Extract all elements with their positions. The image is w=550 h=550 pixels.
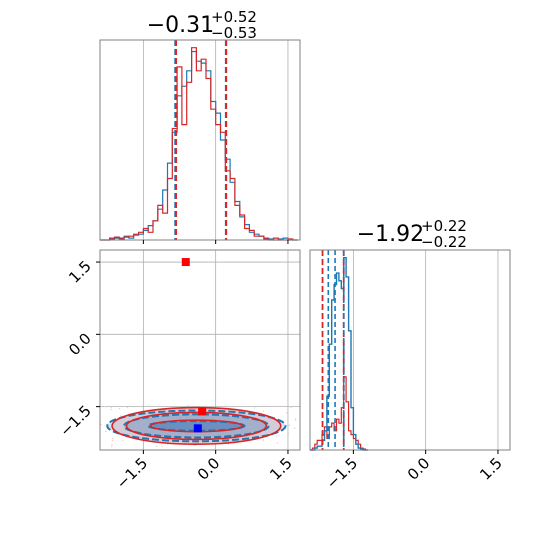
joint-sample-point <box>290 406 292 409</box>
joint-sample-point <box>111 439 114 442</box>
joint-frame <box>99 249 301 451</box>
joint-sample-point <box>104 406 107 408</box>
param1-histogram-panel <box>99 39 301 241</box>
joint-sample-point <box>294 419 297 421</box>
param2-title: −1.92 +0.22 −0.22 <box>357 216 472 251</box>
param2-title-upper: +0.22 <box>421 217 467 235</box>
param2-hist-frame <box>309 249 511 451</box>
joint-sample-point <box>273 405 276 408</box>
joint-sample-point <box>122 439 124 442</box>
joint-sample-point <box>100 423 102 426</box>
joint-marker-blue-2 <box>193 424 202 433</box>
joint-sample-point <box>126 406 129 409</box>
joint-sample-point <box>118 407 121 410</box>
joint-sample-point <box>120 415 122 417</box>
joint-sample-point <box>253 407 256 409</box>
joint-blue-contour-2 <box>106 409 287 443</box>
joint-sample-point <box>262 439 264 441</box>
joint-sample-point <box>293 427 296 429</box>
joint-sample-point <box>287 432 290 435</box>
joint-sample-point <box>111 437 114 440</box>
joint-marker-red-1 <box>198 407 207 416</box>
joint-red-contour-1 <box>125 411 268 441</box>
param2-hist-red-series <box>310 376 368 451</box>
joint-red-contour-2 <box>111 406 282 446</box>
param1-title-lower: −0.53 <box>211 24 257 42</box>
param2-hist-bg <box>310 250 510 450</box>
joint-sample-point <box>111 443 113 446</box>
joint-sample-point <box>187 404 189 407</box>
joint-sample-point <box>288 424 291 426</box>
joint-sample-point <box>262 410 265 412</box>
joint-sample-point <box>161 445 163 448</box>
joint-blue-contour-1 <box>123 413 270 439</box>
param1-title: −0.31 +0.52 −0.53 <box>147 7 262 42</box>
param2-title-lower: −0.22 <box>421 233 467 251</box>
param1-hist-red-series <box>100 47 298 241</box>
param1-hist-bg <box>100 40 300 240</box>
joint-sample-point <box>111 445 113 448</box>
param2-histogram-panel <box>309 249 511 451</box>
joint-sample-point <box>275 435 278 437</box>
param1-title-upper: +0.52 <box>211 8 257 26</box>
joint-sample-point <box>276 442 279 444</box>
param1-hist-frame <box>99 39 301 241</box>
joint-sample-point <box>294 418 297 420</box>
param1-title-value: −0.31 <box>147 13 214 38</box>
param2-title-value: −1.92 <box>357 222 424 247</box>
joint-blue-contour-0 <box>147 420 246 432</box>
joint-sample-point <box>110 406 113 409</box>
joint-sample-point <box>227 443 229 445</box>
joint-marker-red-0 <box>181 258 190 267</box>
joint-sample-point <box>104 430 107 433</box>
joint-sample-point <box>156 445 158 448</box>
joint-2d-panel <box>99 249 301 451</box>
joint-sample-point <box>285 412 288 414</box>
joint-sample-point <box>110 408 112 411</box>
